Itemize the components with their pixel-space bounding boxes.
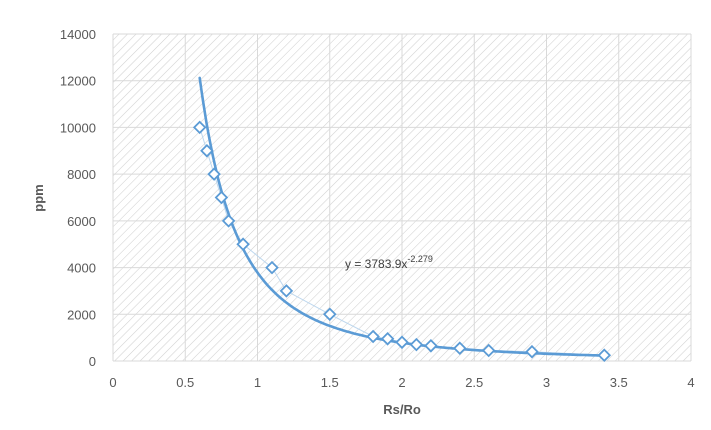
data-point xyxy=(200,144,214,158)
data-point xyxy=(221,214,236,228)
gridlines xyxy=(112,33,692,362)
axes: 0 2000 4000 6000 8000 10000 12000 14000 0 0.5 1 1.5… xyxy=(60,27,695,390)
y-tick-label: 8000 xyxy=(67,167,96,182)
y-tick-label: 10000 xyxy=(60,120,96,135)
x-tick-label: 3.5 xyxy=(610,375,628,390)
y-tick-label: 4000 xyxy=(67,261,96,276)
y-tick-label: 12000 xyxy=(60,74,96,89)
x-tick-label: 1.5 xyxy=(321,375,339,390)
data-point xyxy=(424,339,438,353)
labels: Rs/Ro ppm y = 3783.9x-2.279 xyxy=(31,184,433,417)
trendline-equation-prefix: y = 3783.9x xyxy=(345,257,407,271)
x-tick-label: 2.5 xyxy=(465,375,483,390)
y-axis-title: ppm xyxy=(31,184,46,211)
data-point xyxy=(279,284,294,298)
x-tick-label: 1 xyxy=(254,375,261,390)
x-tick-label: 4 xyxy=(687,375,694,390)
data-markers xyxy=(192,120,612,362)
data-point xyxy=(265,260,279,275)
y-tick-label: 14000 xyxy=(60,27,96,42)
data-point xyxy=(214,190,229,205)
data-point xyxy=(525,344,539,359)
x-tick-label: 2 xyxy=(398,375,405,390)
y-tick-label: 6000 xyxy=(67,214,96,229)
data-point xyxy=(481,343,496,358)
data-point xyxy=(323,307,337,322)
y-tick-label: 2000 xyxy=(67,307,96,322)
data-point xyxy=(366,329,380,344)
trendline-equation: y = 3783.9x-2.279 xyxy=(345,254,433,271)
data-point xyxy=(409,337,424,352)
x-tick-label: 0 xyxy=(109,375,116,390)
x-tick-label: 0.5 xyxy=(176,375,194,390)
data-point xyxy=(453,341,467,355)
data-point xyxy=(236,237,250,251)
data-point xyxy=(207,167,221,181)
y-tick-label: 0 xyxy=(89,354,96,369)
x-tick-label: 3 xyxy=(543,375,550,390)
data-point xyxy=(597,348,612,362)
data-point xyxy=(380,332,395,346)
data-point xyxy=(395,335,409,350)
data-point xyxy=(192,120,207,135)
trendline-equation-exponent: -2.279 xyxy=(407,254,433,264)
x-axis-title: Rs/Ro xyxy=(383,402,421,417)
